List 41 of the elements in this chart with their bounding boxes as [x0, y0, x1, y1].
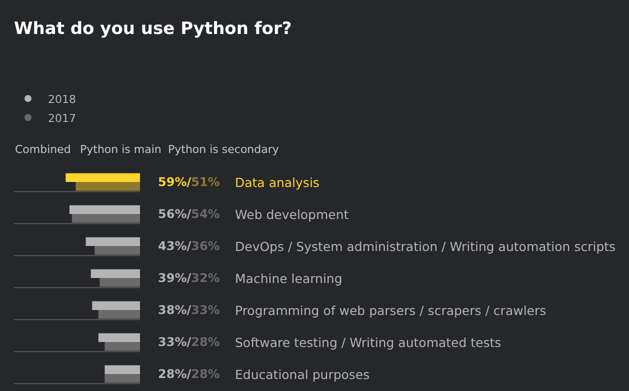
bar [98, 333, 140, 342]
data-label: 28% [191, 335, 220, 349]
chart-title: What do you use Python for? [14, 18, 292, 39]
y-tick-label: Programming of web parsers / scrapers / crawlers [235, 303, 546, 318]
legend-label: 2018 [48, 92, 76, 106]
text: Python is secondary [168, 143, 280, 156]
data-label: 33%/ [158, 335, 192, 349]
data-label: 56%/ [158, 207, 192, 221]
bar [66, 173, 140, 182]
data-label: 38%/ [158, 303, 192, 317]
bar [94, 246, 140, 255]
data-label: 32% [191, 271, 220, 285]
text: Combined [15, 143, 71, 156]
bar [98, 310, 140, 319]
y-tick-label: Web development [235, 207, 349, 222]
data-label: 33% [191, 303, 220, 317]
bar [69, 205, 140, 214]
bar [86, 237, 140, 246]
bar [100, 278, 140, 287]
data-label: 51% [191, 175, 220, 189]
data-label: 43%/ [158, 239, 192, 253]
bar [76, 182, 140, 191]
bar [72, 214, 140, 223]
y-tick-label: Educational purposes [235, 367, 370, 382]
y-tick-label: Machine learning [235, 271, 342, 286]
y-tick-label: Software testing / Writing automated tests [235, 335, 502, 350]
legend-label: 2017 [48, 112, 76, 125]
y-tick-label: DevOps / System administration / Writing automation scripts [235, 239, 616, 254]
data-label: 28% [191, 367, 220, 381]
data-label: 59%/ [158, 175, 192, 189]
bar [92, 301, 140, 310]
bar [104, 342, 140, 351]
data-label: 36% [191, 239, 220, 253]
bar [90, 269, 140, 278]
data-label: 54% [191, 207, 220, 221]
bar [104, 365, 140, 374]
data-label: 28%/ [158, 367, 192, 381]
text: Python is main [80, 143, 162, 156]
bar [104, 374, 140, 383]
y-tick-label: Data analysis [235, 175, 320, 190]
data-label: 39%/ [158, 271, 192, 285]
